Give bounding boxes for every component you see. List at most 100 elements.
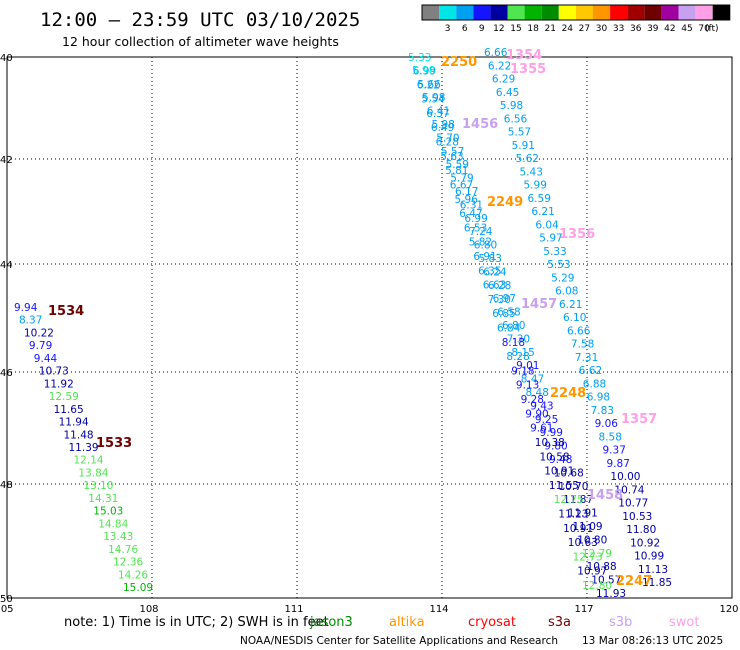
wave-height-value: 14.76 — [108, 544, 138, 556]
scale-swatch — [473, 5, 491, 20]
wave-height-value: 5.63 — [440, 151, 463, 163]
wave-height-value: 12.36 — [113, 557, 143, 569]
pass-time-label: 1357 — [621, 412, 657, 427]
wave-height-value: 11.48 — [64, 429, 94, 441]
wave-height-value: 9.79 — [29, 340, 52, 352]
wave-height-value: 11.09 — [573, 521, 603, 533]
wave-height-value: 11.80 — [626, 524, 656, 536]
wave-height-value: 9.48 — [549, 454, 572, 466]
scale-label: 42 — [664, 24, 675, 34]
wave-height-value: 6.21 — [531, 206, 554, 218]
wave-height-value: 5.62 — [516, 153, 539, 165]
wave-height-value: 6.85 — [492, 308, 515, 320]
wave-height-value: 6.56 — [504, 113, 528, 125]
scale-unit: (ft) — [705, 24, 719, 34]
wave-height-value: 5.91 — [512, 140, 535, 152]
wave-height-value: 9.90 — [525, 408, 548, 420]
pass-time-label: 2248 — [550, 386, 586, 401]
wave-height-value: 12.73 — [573, 551, 603, 563]
pass-time-label: 1458 — [587, 488, 623, 503]
wave-height-value: 8.48 — [526, 387, 549, 399]
wave-height-value: 10.00 — [610, 471, 640, 483]
scale-swatch — [610, 5, 628, 20]
wave-height-value: 12.59 — [49, 391, 79, 403]
scale-swatch — [678, 5, 696, 20]
wave-height-value: 7.58 — [571, 339, 594, 351]
wave-height-value: 6.80 — [474, 240, 497, 252]
wave-height-value: 5.54 — [421, 94, 445, 106]
wave-height-value: 11.92 — [44, 378, 74, 390]
scale-label: 45 — [681, 24, 692, 34]
wave-height-value: 6.37 — [426, 108, 449, 120]
scale-label: 3 — [445, 24, 451, 34]
wave-height-value: 9.80 — [544, 441, 567, 453]
wave-height-value: 14.84 — [98, 518, 128, 530]
wave-height-value: 11.85 — [642, 577, 672, 589]
wave-height-value: 11.55 — [549, 480, 579, 492]
wave-height-value: 7.31 — [575, 352, 598, 364]
wave-height-value: 6.29 — [492, 74, 515, 86]
map-frame — [6, 56, 733, 599]
wave-height-value: 6.59 — [528, 193, 551, 205]
wave-height-value: 6.28 — [488, 280, 511, 292]
scale-swatch — [627, 5, 645, 20]
wave-height-value: 9.99 — [540, 427, 563, 439]
wave-height-value: 6.31 — [460, 199, 483, 211]
wave-height-value: 6.63 — [483, 280, 506, 292]
lat-tick-label: 40 — [0, 53, 13, 64]
observation-tracks: 6.666.226.296.455.986.565.575.915.625.43… — [14, 47, 672, 600]
scale-swatch — [695, 5, 713, 20]
wave-height-value: 8.15 — [511, 347, 534, 359]
wave-height-value: 10.73 — [39, 366, 69, 378]
scale-swatch — [524, 5, 542, 20]
wave-height-value: 10.58 — [540, 451, 570, 463]
wave-height-value: 6.53 — [464, 222, 487, 234]
wave-height-value: 5.98 — [412, 65, 435, 77]
wave-height-value: 10.57 — [591, 575, 621, 587]
lon-tick-label: 114 — [429, 604, 448, 615]
scale-swatch — [439, 5, 457, 20]
wave-height-value: 7.30 — [507, 333, 530, 345]
wave-height-value: 9.01 — [516, 360, 539, 372]
wave-height-value: 9.44 — [34, 353, 58, 365]
page-title: 12:00 – 23:59 UTC 03/10/2025 — [40, 9, 360, 31]
wave-height-value: 10.88 — [587, 561, 617, 573]
scale-swatch — [575, 5, 593, 20]
wave-height-value: 7.24 — [469, 226, 493, 238]
lat-tick-label: 42 — [0, 155, 13, 166]
pass-time-label: 2249 — [487, 195, 523, 210]
satellite-s3b: s3b — [609, 615, 632, 630]
wave-height-value: 10.92 — [630, 537, 660, 549]
wave-height-value: 5.33 — [408, 52, 431, 64]
wave-height-value: 6.04 — [535, 219, 559, 231]
wave-height-value: 10.80 — [577, 534, 607, 546]
footer-credit: NOAA/NESDIS Center for Satellite Applica… — [240, 635, 558, 647]
wave-height-value: 6.45 — [496, 87, 519, 99]
wave-height-value: 10.99 — [634, 551, 664, 563]
lat-tick-label: 50 — [0, 594, 13, 605]
footer-timestamp: 13 Mar 08:26:13 UTC 2025 — [582, 635, 723, 647]
wave-height-value: 10.91 — [544, 466, 574, 478]
wave-height-value: 6.10 — [563, 312, 586, 324]
wave-height-value: 9.43 — [530, 400, 553, 412]
pass-time-label: 1356 — [559, 227, 595, 242]
wave-height-value: 6.62 — [579, 365, 602, 377]
wave-height-value: 11.87 — [563, 494, 593, 506]
scale-label: 15 — [510, 24, 521, 34]
satellite-altika: altika — [389, 615, 425, 630]
wave-height-value: 10.22 — [24, 328, 54, 340]
wave-height-value: 10.91 — [563, 523, 593, 535]
wave-height-value: 6.47 — [459, 208, 482, 220]
wave-height-value: 15.03 — [93, 506, 123, 518]
scale-label: 70 — [698, 24, 710, 34]
axis-ticks: 105 108 111 114 117 120 40 42 44 46 48 50 — [0, 53, 739, 615]
pass-time-label: 2250 — [441, 55, 477, 70]
wave-height-value: 8.47 — [521, 374, 544, 386]
lat-tick-label: 44 — [0, 260, 13, 271]
wave-height-value: 5.59 — [446, 159, 469, 171]
wave-height-value: 6.28 — [436, 137, 459, 149]
wave-height-value: 6.99 — [413, 65, 436, 77]
wave-height-value: 11.91 — [568, 508, 598, 520]
